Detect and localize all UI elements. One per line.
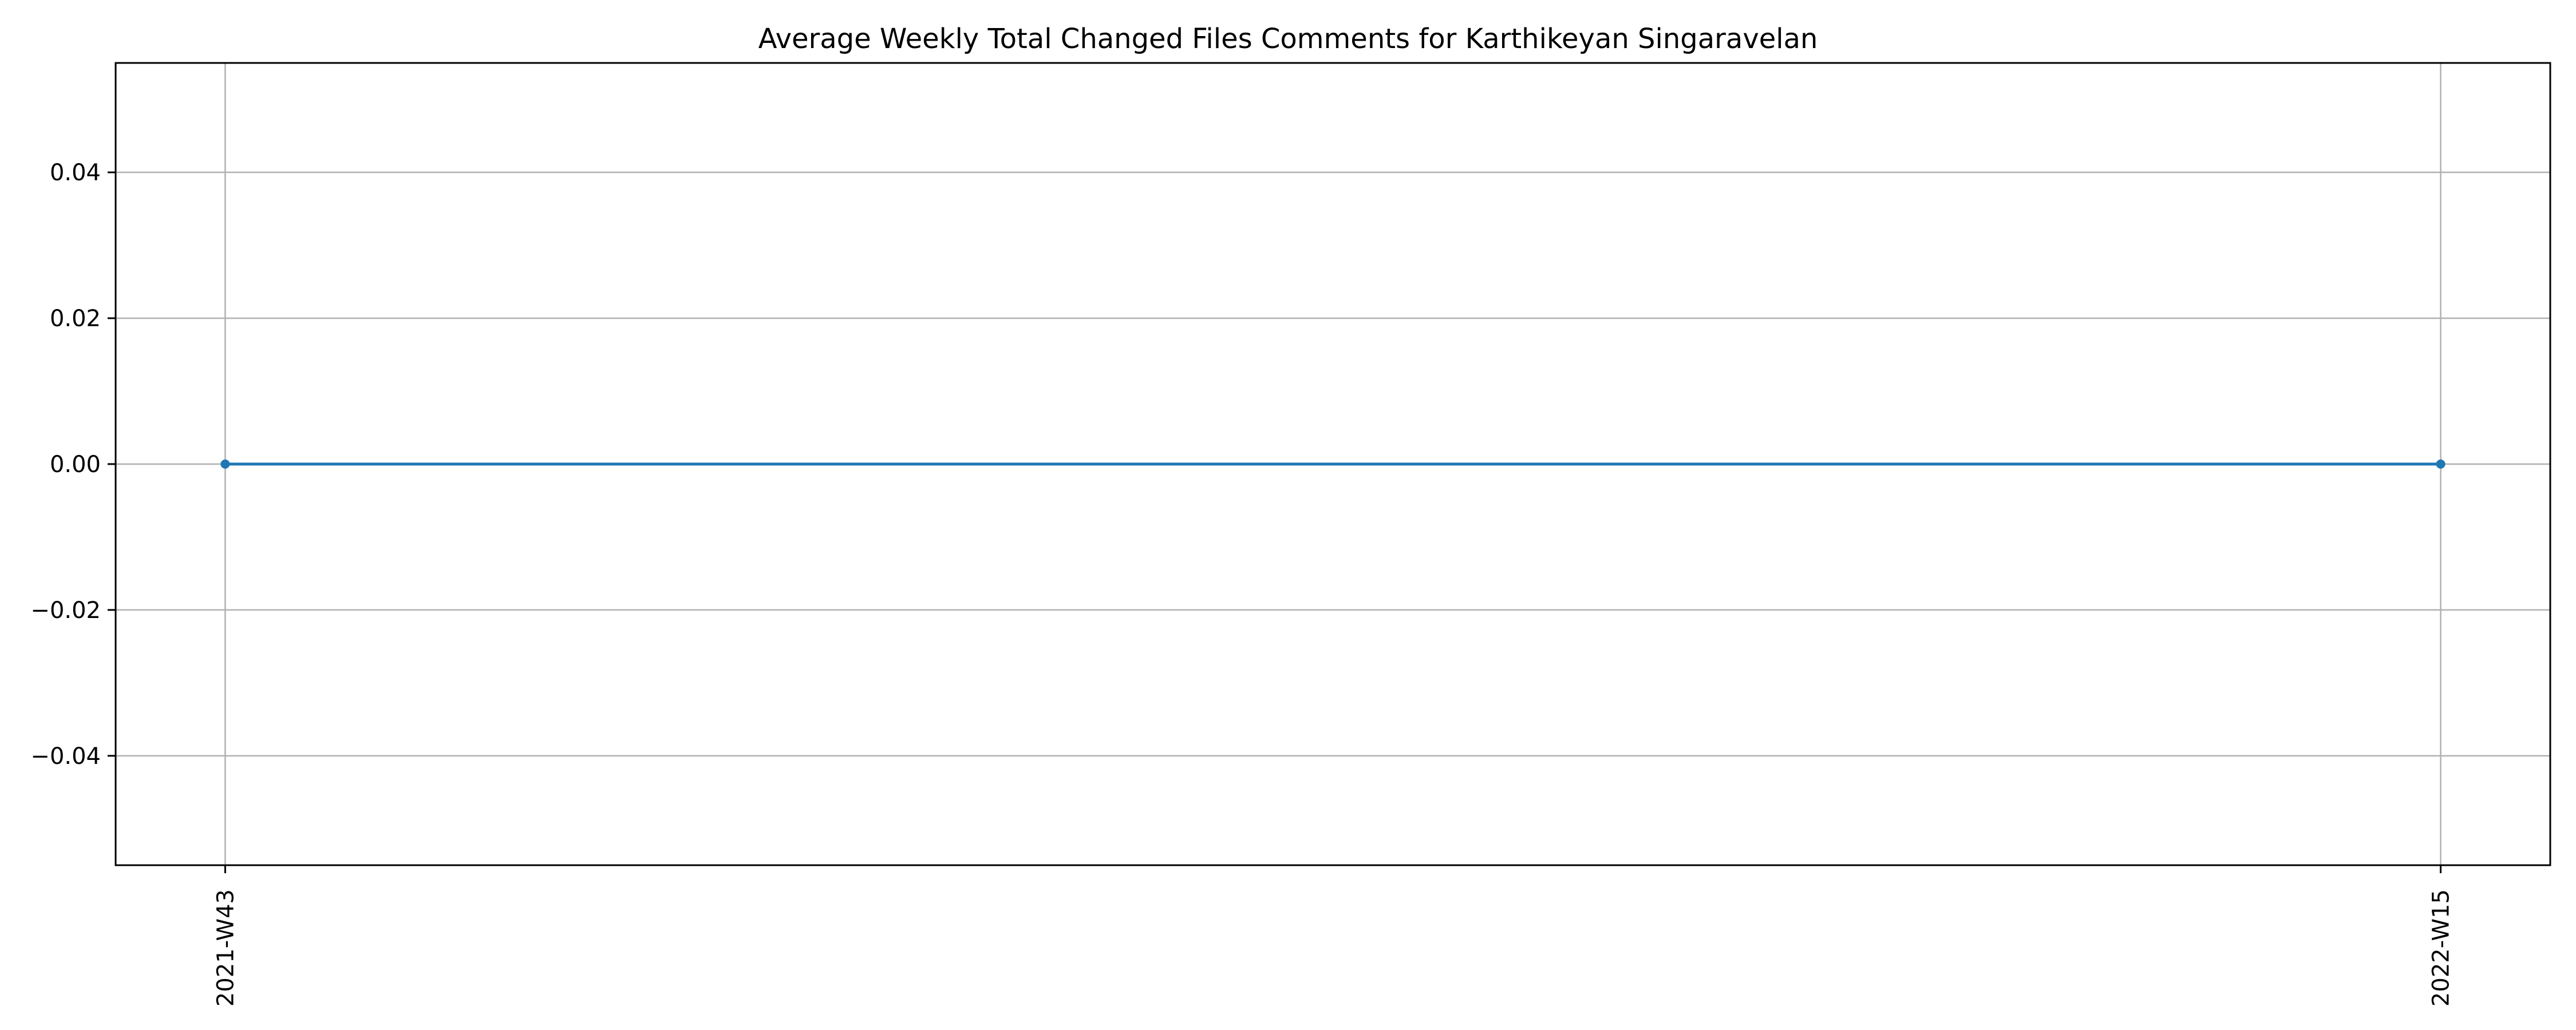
axis-ticks: −0.04 −0.02 0.00 0.02 0.04 2021-W43 2022-W15	[30, 160, 2454, 1007]
x-tick-label: 2022-W15	[2428, 889, 2455, 1007]
data-point	[220, 459, 230, 469]
series-layer	[220, 459, 2445, 469]
chart-title: Average Weekly Total Changed Files Comme…	[758, 23, 1818, 55]
data-point	[2436, 459, 2445, 469]
y-tick-label: 0.00	[50, 451, 101, 478]
y-tick-label: −0.04	[30, 743, 101, 770]
y-tick-label: 0.02	[50, 306, 101, 332]
y-tick-label: −0.02	[30, 597, 101, 624]
x-tick-label: 2021-W43	[212, 889, 239, 1007]
y-tick-label: 0.04	[50, 160, 101, 186]
